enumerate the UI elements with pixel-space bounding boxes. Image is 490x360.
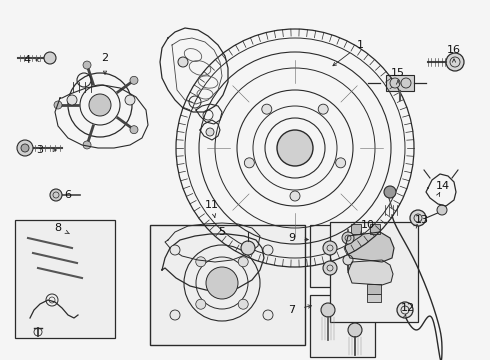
Circle shape bbox=[67, 95, 77, 105]
Circle shape bbox=[44, 52, 56, 64]
Bar bbox=[310, 225, 375, 287]
Circle shape bbox=[238, 257, 248, 267]
Circle shape bbox=[83, 61, 91, 69]
Text: 16: 16 bbox=[447, 45, 461, 55]
Circle shape bbox=[446, 53, 464, 71]
Circle shape bbox=[196, 299, 206, 309]
Text: 12: 12 bbox=[401, 303, 415, 313]
Circle shape bbox=[170, 310, 180, 320]
Polygon shape bbox=[345, 232, 394, 262]
Circle shape bbox=[342, 232, 354, 244]
Circle shape bbox=[196, 257, 206, 267]
Circle shape bbox=[321, 303, 335, 317]
Text: 15: 15 bbox=[391, 68, 405, 78]
Bar bbox=[150, 225, 305, 345]
Circle shape bbox=[170, 245, 180, 255]
Circle shape bbox=[397, 302, 413, 318]
Circle shape bbox=[390, 78, 400, 88]
Circle shape bbox=[83, 141, 91, 149]
Circle shape bbox=[206, 128, 214, 136]
Text: 8: 8 bbox=[54, 223, 62, 233]
Circle shape bbox=[323, 261, 337, 275]
Text: 10: 10 bbox=[361, 220, 375, 230]
Text: 14: 14 bbox=[436, 181, 450, 191]
Circle shape bbox=[348, 323, 362, 337]
Circle shape bbox=[437, 205, 447, 215]
Circle shape bbox=[290, 191, 300, 201]
Circle shape bbox=[178, 57, 188, 67]
Circle shape bbox=[336, 158, 345, 168]
Text: 4: 4 bbox=[24, 55, 30, 65]
Circle shape bbox=[238, 299, 248, 309]
Circle shape bbox=[130, 76, 138, 84]
Circle shape bbox=[410, 210, 426, 226]
Text: 3: 3 bbox=[36, 145, 44, 155]
Circle shape bbox=[17, 140, 33, 156]
Text: 11: 11 bbox=[205, 200, 219, 210]
Circle shape bbox=[262, 104, 272, 114]
Bar bbox=[367, 294, 381, 302]
Bar bbox=[330, 222, 418, 322]
Circle shape bbox=[384, 186, 396, 198]
Bar bbox=[15, 220, 115, 338]
Bar bbox=[351, 224, 361, 234]
Circle shape bbox=[245, 158, 254, 168]
Bar bbox=[386, 75, 414, 91]
Circle shape bbox=[21, 144, 29, 152]
Circle shape bbox=[130, 126, 138, 134]
Circle shape bbox=[277, 130, 313, 166]
Circle shape bbox=[125, 95, 135, 105]
Circle shape bbox=[263, 245, 273, 255]
Text: 9: 9 bbox=[289, 233, 295, 243]
Circle shape bbox=[263, 310, 273, 320]
Text: 2: 2 bbox=[101, 53, 109, 63]
Text: 13: 13 bbox=[415, 215, 429, 225]
Text: 5: 5 bbox=[219, 227, 225, 237]
Bar bbox=[370, 224, 380, 234]
Circle shape bbox=[323, 241, 337, 255]
Text: 6: 6 bbox=[65, 190, 72, 200]
Circle shape bbox=[89, 94, 111, 116]
Circle shape bbox=[50, 189, 62, 201]
Text: 7: 7 bbox=[289, 305, 295, 315]
Circle shape bbox=[343, 255, 353, 265]
Circle shape bbox=[318, 104, 328, 114]
Circle shape bbox=[54, 101, 62, 109]
Circle shape bbox=[401, 78, 411, 88]
Circle shape bbox=[206, 267, 238, 299]
Text: 1: 1 bbox=[357, 40, 364, 50]
Bar bbox=[310, 295, 375, 357]
Polygon shape bbox=[348, 260, 393, 285]
Circle shape bbox=[241, 241, 255, 255]
Bar bbox=[367, 284, 381, 294]
